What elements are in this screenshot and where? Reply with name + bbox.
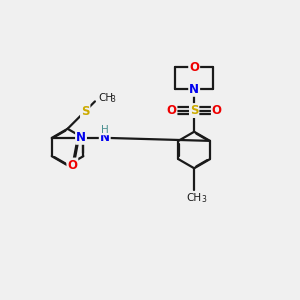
Text: H: H bbox=[101, 125, 109, 135]
Text: S: S bbox=[190, 104, 198, 117]
Text: 3: 3 bbox=[110, 95, 115, 104]
Text: O: O bbox=[167, 104, 176, 117]
Text: CH: CH bbox=[98, 94, 114, 103]
Text: N: N bbox=[189, 83, 199, 96]
Text: N: N bbox=[100, 131, 110, 144]
Text: O: O bbox=[212, 104, 222, 117]
Text: CH: CH bbox=[187, 193, 202, 203]
Text: 3: 3 bbox=[202, 195, 206, 204]
Text: O: O bbox=[189, 61, 199, 74]
Text: N: N bbox=[76, 131, 86, 144]
Text: O: O bbox=[68, 158, 77, 172]
Text: S: S bbox=[81, 105, 89, 118]
